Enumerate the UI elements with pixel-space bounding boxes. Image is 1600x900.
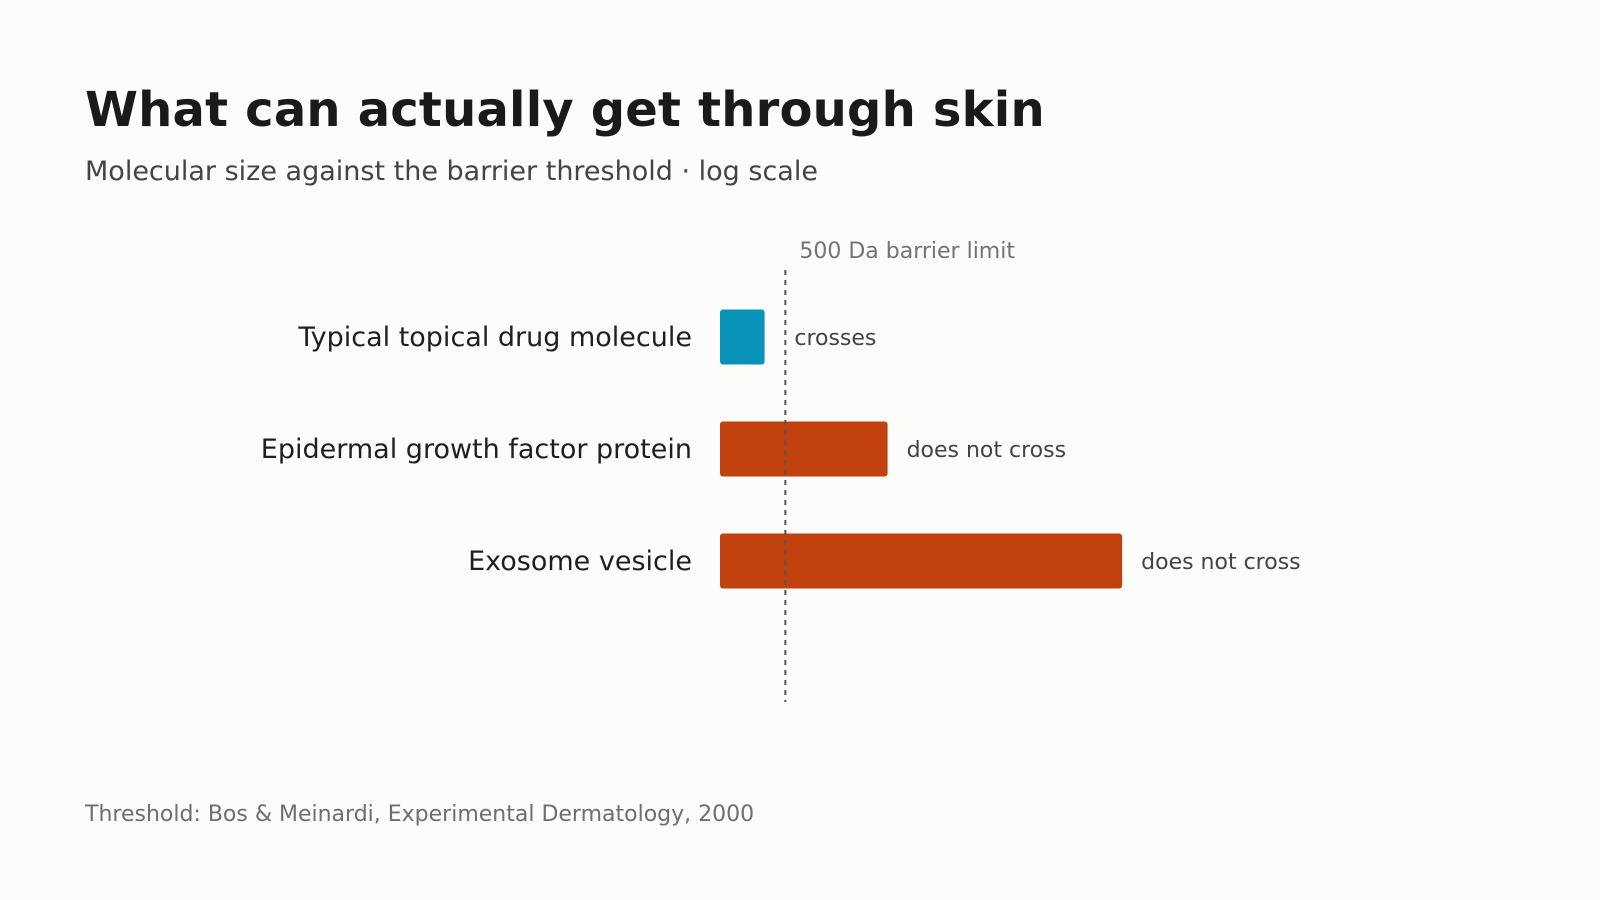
status-label-1: crosses bbox=[794, 326, 876, 351]
bar-2 bbox=[720, 421, 888, 477]
bars-layer bbox=[720, 309, 1123, 589]
chart-source: Threshold: Bos & Meinardi, Experimental … bbox=[85, 802, 755, 827]
threshold-layer: 500 Da barrier limit bbox=[784, 239, 1015, 702]
chart-title: What can actually get through skin bbox=[85, 82, 1045, 138]
category-label-1: Typical topical drug molecule bbox=[297, 322, 692, 353]
labels-layer: Typical topical drug molecule crosses Epid… bbox=[261, 322, 1301, 577]
category-label-2: Epidermal growth factor protein bbox=[261, 434, 692, 465]
status-label-2: does not cross bbox=[907, 438, 1066, 463]
bar-3 bbox=[720, 533, 1123, 589]
category-label-3: Exosome vesicle bbox=[468, 546, 692, 577]
threshold-label: 500 Da barrier limit bbox=[799, 239, 1015, 264]
status-label-3: does not cross bbox=[1141, 550, 1300, 575]
bar-1 bbox=[720, 309, 765, 365]
chart-subtitle: Molecular size against the barrier thres… bbox=[85, 156, 818, 187]
